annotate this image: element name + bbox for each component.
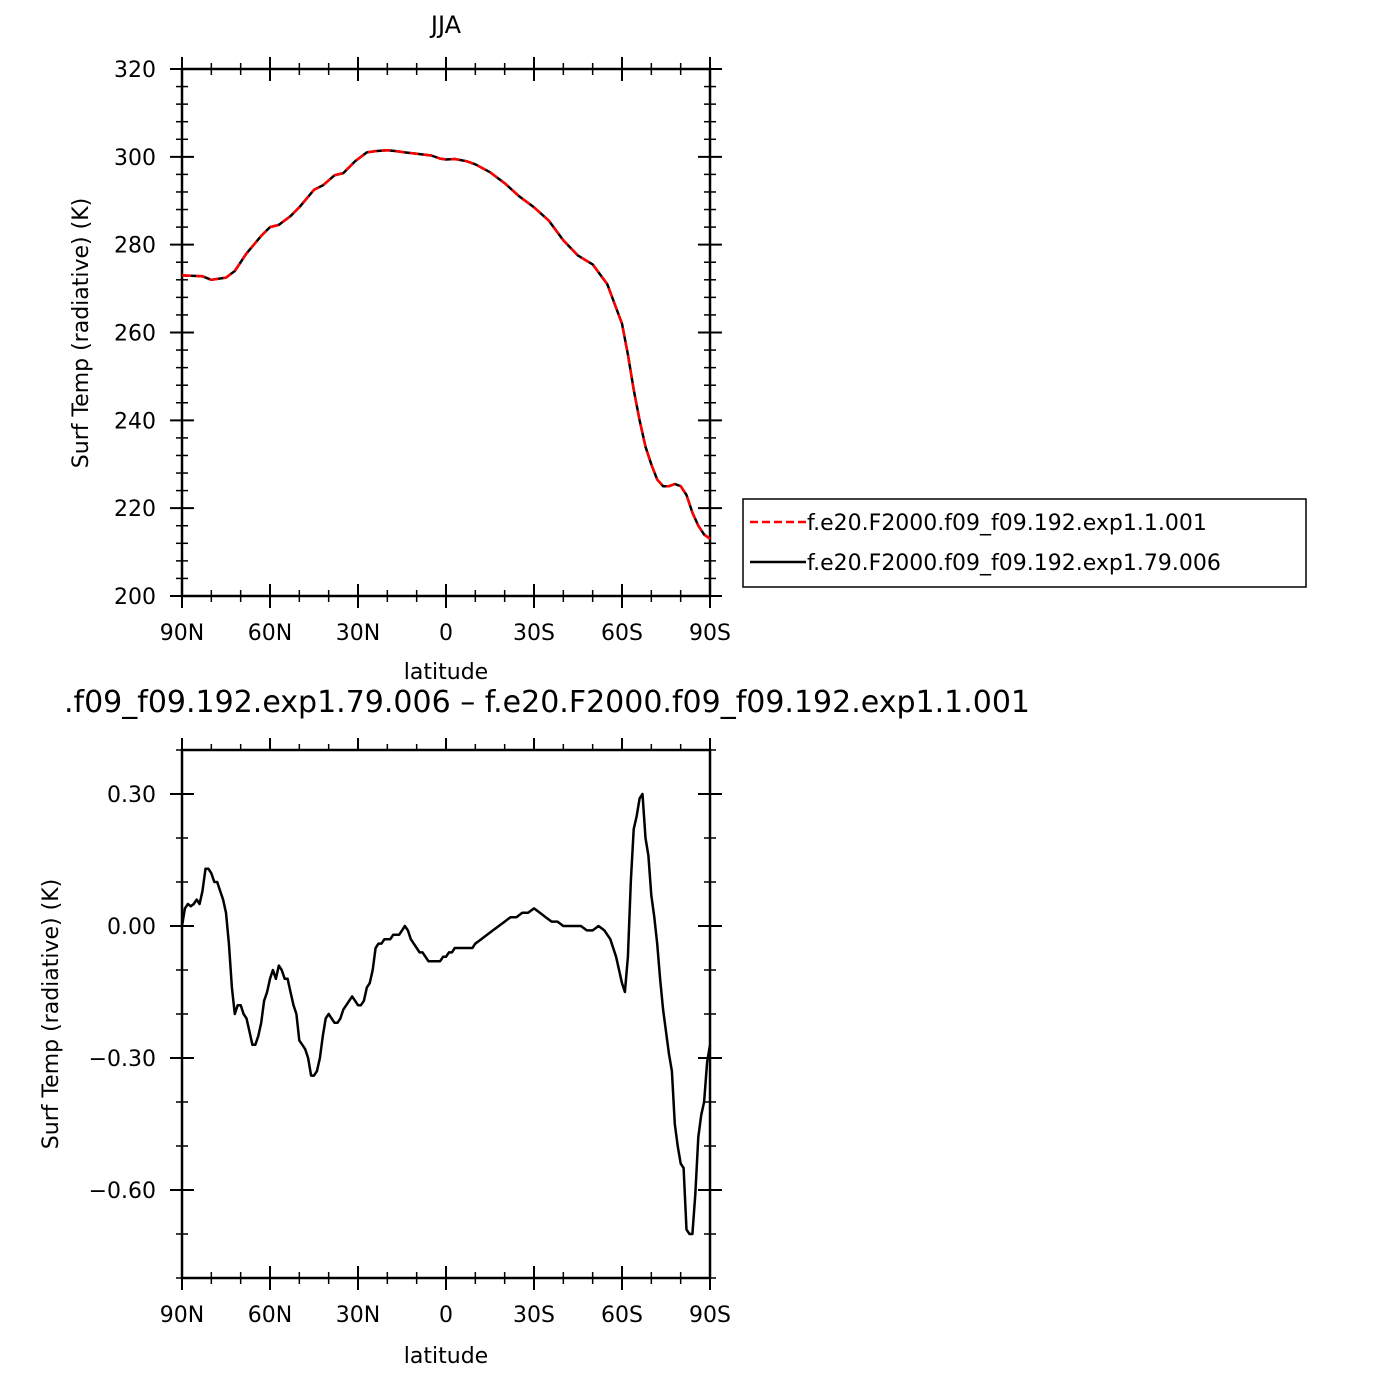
- legend-label-2: f.e20.F2000.f09_f09.192.exp1.79.006: [807, 551, 1221, 576]
- top-x-tick-label: 30S: [513, 621, 555, 646]
- bottom-series-line-1: [180, 792, 712, 1236]
- bottom-x-tick-label: 60S: [601, 1303, 643, 1328]
- bottom-x-tick-label: 30N: [336, 1303, 380, 1328]
- top-plot-area: 90N 60N 30N 0 30S 60S 90S 200 220 240 260 280 300 320: [114, 57, 731, 646]
- legend-box: [742, 498, 1307, 588]
- bottom-y-tick-label: −0.30: [89, 1047, 156, 1072]
- top-x-axis-label: latitude: [404, 660, 488, 685]
- bottom-plot-area: 90N 60N 30N 0 30S 60S 90S −0.60 −0.30 0.00 0.30: [89, 738, 731, 1328]
- bottom-panel: .f09_f09.192.exp1.79.006 – f.e20.F2000.f…: [39, 685, 1030, 1369]
- top-y-tick-label: 240: [114, 409, 156, 434]
- bottom-chart-title: .f09_f09.192.exp1.79.006 – f.e20.F2000.f…: [64, 685, 1030, 720]
- top-x-tick-label: 60N: [248, 621, 292, 646]
- top-y-tick-label: 200: [114, 585, 156, 610]
- top-x-tick-label: 60S: [601, 621, 643, 646]
- legend-label-1: f.e20.F2000.f09_f09.192.exp1.1.001: [807, 511, 1207, 536]
- bottom-y-tick-label: 0.30: [107, 783, 156, 808]
- top-chart-title: JJA: [429, 11, 462, 39]
- bottom-x-tick-label: 0: [439, 1303, 453, 1328]
- top-x-tick-label: 0: [439, 621, 453, 646]
- legend-item-1: f.e20.F2000.f09_f09.192.exp1.1.001: [750, 511, 1207, 536]
- bottom-x-tick-label: 90S: [689, 1303, 731, 1328]
- top-y-tick-label: 320: [114, 58, 156, 83]
- top-series-line-1: [181, 148, 711, 540]
- bottom-x-tick-label: 60N: [248, 1303, 292, 1328]
- legend-item-2: f.e20.F2000.f09_f09.192.exp1.79.006: [750, 551, 1221, 576]
- top-x-tick-label: 90N: [160, 621, 204, 646]
- top-panel: JJA 90N 60N 30N 0 30S 60S 90S 200 220 240 260 280 30…: [69, 11, 1307, 685]
- top-y-axis-label: Surf Temp (radiative) (K): [69, 198, 94, 468]
- top-x-tick-label: 30N: [336, 621, 380, 646]
- top-x-tick-label: 90S: [689, 621, 731, 646]
- legend: f.e20.F2000.f09_f09.192.exp1.1.001 f.e20…: [742, 498, 1307, 588]
- bottom-y-tick-label: −0.60: [89, 1179, 156, 1204]
- bottom-y-axis-label: Surf Temp (radiative) (K): [39, 879, 64, 1149]
- top-y-tick-label: 220: [114, 497, 156, 522]
- bottom-x-axis-label: latitude: [404, 1344, 488, 1369]
- top-y-tick-label: 300: [114, 146, 156, 171]
- bottom-y-tick-label: 0.00: [107, 915, 156, 940]
- top-y-tick-label: 280: [114, 234, 156, 259]
- bottom-x-tick-label: 90N: [160, 1303, 204, 1328]
- bottom-x-tick-label: 30S: [513, 1303, 555, 1328]
- top-y-tick-label: 260: [114, 322, 156, 347]
